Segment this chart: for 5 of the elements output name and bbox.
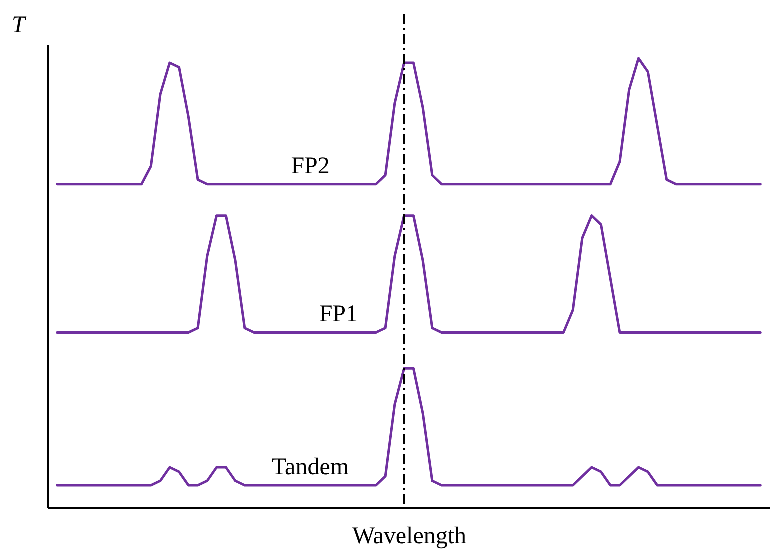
series-label: FP2 <box>291 153 330 180</box>
y-axis-title: T <box>12 12 27 38</box>
series-label: Tandem <box>272 454 350 481</box>
series-label: FP1 <box>319 302 358 328</box>
x-axis-title: Wavelength <box>352 524 467 550</box>
